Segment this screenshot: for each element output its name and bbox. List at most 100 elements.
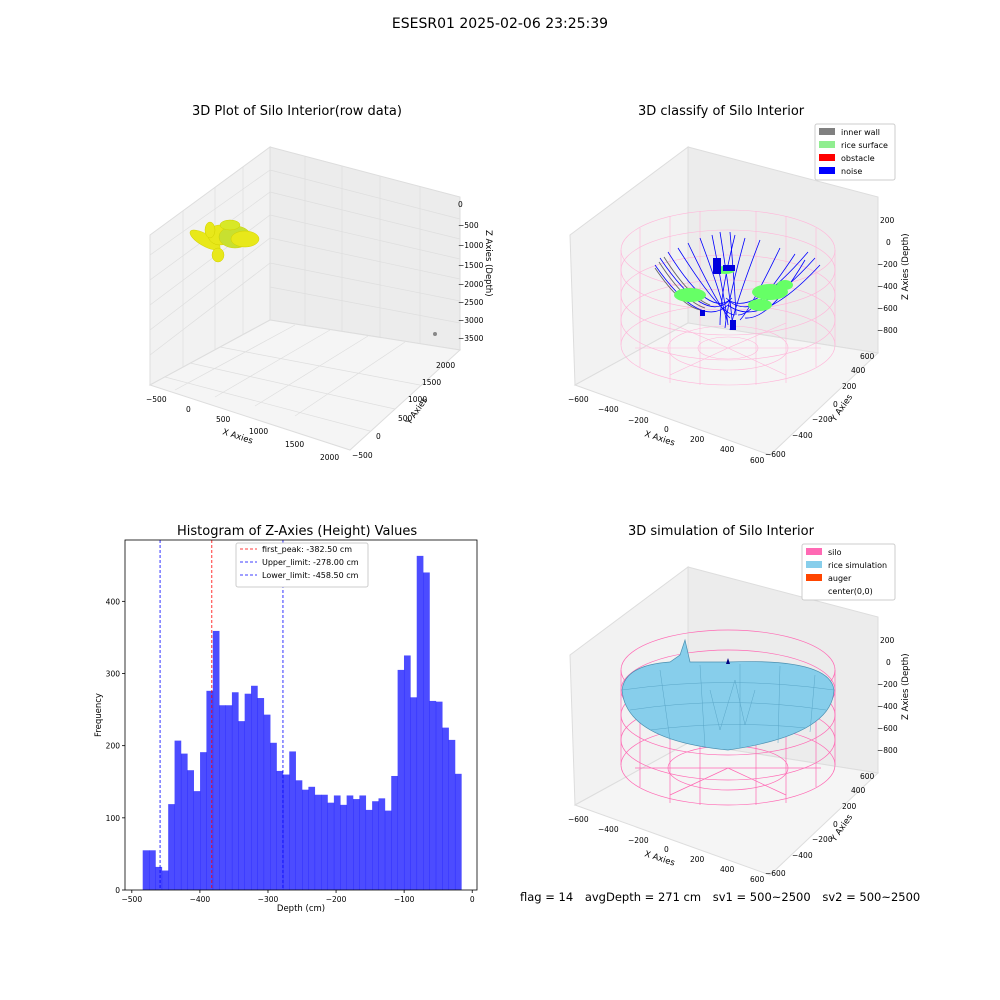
histogram-bar	[314, 794, 322, 890]
classify-y-ticks: −600 −400 −200 0 200 400 600	[765, 352, 875, 459]
histogram-bar	[276, 770, 284, 890]
svg-text:−500: −500	[458, 221, 479, 230]
svg-text:−2500: −2500	[458, 298, 484, 307]
svg-text:noise: noise	[841, 167, 862, 176]
noise-clusters	[700, 258, 736, 330]
histogram-xlabel: Depth (cm)	[277, 904, 325, 914]
raw-y-ticks: −500 0 500 1000 1500 2000	[352, 361, 455, 460]
raw-plot-title: 3D Plot of Silo Interior(row data)	[192, 104, 402, 119]
histogram-bar	[353, 799, 360, 890]
svg-text:200: 200	[842, 802, 857, 811]
histogram-bar	[391, 775, 398, 890]
histogram-bar	[365, 809, 373, 890]
avg-depth-text: avgDepth = 271 cm	[584, 890, 702, 904]
histogram-bar	[155, 866, 163, 890]
y-tick-label: 200	[106, 742, 121, 751]
svg-text:rice surface: rice surface	[841, 141, 888, 150]
svg-text:1000: 1000	[408, 395, 427, 404]
svg-text:−400: −400	[877, 702, 898, 711]
svg-text:400: 400	[720, 865, 735, 874]
sim-y-ticks: −600 −400 −200 0 200 400 600	[765, 772, 875, 878]
histogram-bar	[212, 630, 220, 890]
svg-text:−200: −200	[877, 680, 898, 689]
svg-text:−1500: −1500	[458, 261, 484, 270]
histogram-bar	[282, 774, 290, 890]
histogram-bar	[149, 850, 156, 890]
svg-text:−200: −200	[812, 415, 833, 424]
svg-text:−3000: −3000	[458, 316, 484, 325]
classify-plot-title: 3D classify of Silo Interior	[638, 104, 805, 119]
svg-text:0: 0	[664, 425, 669, 434]
svg-text:−600: −600	[765, 450, 786, 459]
histogram-bar	[200, 752, 207, 890]
histogram-bar	[238, 721, 245, 890]
histogram-bar	[442, 727, 449, 890]
histogram-axes-frame	[124, 539, 478, 891]
histogram-bar	[193, 791, 201, 890]
histogram-bar	[231, 692, 239, 890]
classify-x-ticks: −600 −400 −200 0 200 400 600	[568, 395, 765, 465]
histogram-legend-box	[235, 542, 369, 588]
svg-text:600: 600	[750, 456, 765, 465]
y-tick-label: 100	[106, 814, 121, 823]
svg-text:−3500: −3500	[458, 334, 484, 343]
sim-legend: silo rice simulation auger center(0,0)	[806, 548, 887, 596]
y-tick-label: 300	[106, 670, 121, 679]
histogram-bar	[187, 770, 194, 890]
histogram-bar	[384, 810, 392, 890]
histogram-bar	[372, 801, 379, 890]
histogram-bar	[410, 697, 418, 890]
x-tick-label: −500	[122, 895, 143, 904]
svg-text:−600: −600	[877, 724, 898, 733]
histogram-bar	[251, 685, 258, 890]
histogram-bar	[270, 742, 277, 890]
histogram-bar	[429, 700, 437, 890]
svg-text:−200: −200	[628, 416, 649, 425]
svg-text:200: 200	[690, 435, 705, 444]
histogram-x-ticks: −500 −400 −300 −200 −100 0	[122, 890, 475, 904]
flag-text: flag = 14	[520, 890, 574, 904]
svg-text:200: 200	[842, 382, 857, 391]
raw-z-ticks: 0 −500 −1000 −1500 −2000 −2500 −3000 −35…	[458, 200, 484, 343]
svg-text:−400: −400	[792, 431, 813, 440]
rice-surface-points	[674, 266, 793, 311]
histogram-legend: first_peak: -382.50 cm Upper_limit: -278.…	[240, 545, 359, 580]
histogram-bar	[359, 795, 367, 890]
svg-text:600: 600	[860, 352, 875, 361]
figure-title: ESESR01 2025-02-06 23:25:39	[391, 16, 609, 32]
svg-text:0: 0	[833, 820, 838, 829]
histogram-bar	[289, 751, 296, 890]
histogram-bar	[206, 690, 214, 890]
svg-text:200: 200	[690, 855, 705, 864]
svg-text:center(0,0): center(0,0)	[828, 587, 873, 596]
classify-zlabel: Z Axies (Depth)	[901, 233, 911, 300]
histogram-bar	[168, 804, 175, 890]
legend-label: first_peak: -382.50 cm	[262, 545, 352, 554]
svg-text:−600: −600	[877, 304, 898, 313]
svg-text:obstacle: obstacle	[841, 154, 875, 163]
simulation-plot-title: 3D simulation of Silo Interior	[628, 524, 814, 539]
simulation-3d-plot: silo rice simulation auger center(0,0) 2…	[568, 543, 911, 884]
svg-text:400: 400	[851, 786, 866, 795]
histogram-bars	[142, 555, 462, 890]
histogram-bar	[321, 794, 328, 890]
raw-outlier-point	[433, 332, 437, 336]
svg-text:1500: 1500	[422, 378, 441, 387]
sim-xlabel: X Axies	[643, 849, 676, 868]
histogram-bar	[448, 739, 456, 890]
histogram-bar	[142, 850, 150, 890]
svg-text:0: 0	[886, 658, 891, 667]
svg-text:1500: 1500	[285, 440, 304, 449]
svg-text:−200: −200	[877, 260, 898, 269]
histogram-bar	[263, 714, 271, 890]
histogram-bar	[257, 698, 265, 890]
rice-surface-mesh	[621, 664, 835, 748]
histogram-bar	[225, 705, 233, 890]
svg-text:−800: −800	[877, 746, 898, 755]
svg-text:auger: auger	[828, 574, 852, 583]
svg-text:0: 0	[664, 845, 669, 854]
svg-text:2000: 2000	[320, 453, 339, 462]
histogram-bar	[435, 701, 443, 890]
svg-text:500: 500	[398, 414, 413, 423]
histogram-bar	[423, 572, 430, 890]
